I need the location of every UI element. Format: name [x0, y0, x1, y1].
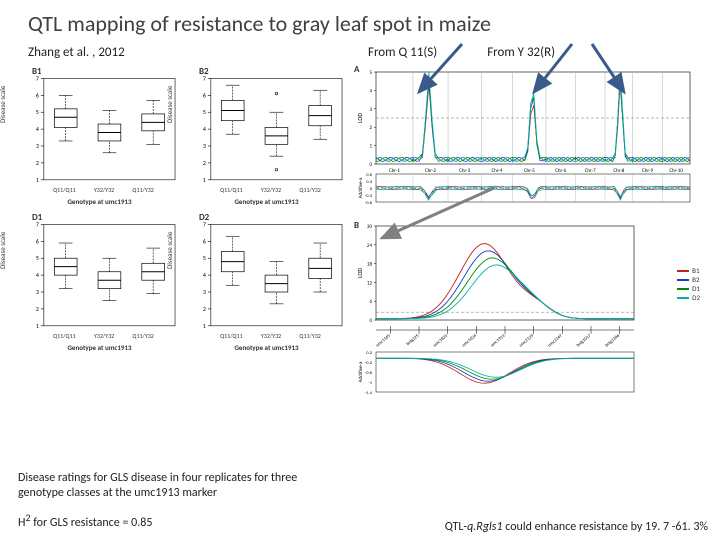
svg-text:-1: -1 [368, 381, 372, 386]
legend-item-B2: B2 [677, 275, 700, 284]
svg-text:3: 3 [36, 142, 39, 150]
svg-text:-0.3: -0.3 [365, 194, 373, 199]
svg-text:5: 5 [203, 108, 206, 116]
boxplot-panel: 1234567B1Disease scaleQ11/Q11Y32/Y32Q11/… [18, 66, 348, 412]
svg-text:0.2: 0.2 [366, 351, 372, 356]
svg-text:-1.4: -1.4 [365, 391, 373, 396]
svg-text:1: 1 [203, 176, 206, 184]
svg-text:2: 2 [369, 125, 372, 131]
svg-text:bnlg1396: bnlg1396 [605, 333, 622, 348]
citation: Zhang et al. , 2012 [28, 45, 308, 60]
svg-text:6: 6 [36, 91, 39, 99]
svg-text:umc2247: umc2247 [547, 333, 564, 348]
svg-text:6: 6 [203, 237, 206, 245]
svg-text:2: 2 [203, 305, 206, 313]
fig-a: 0 1 2 3 4 5 LOD Chr-1 Chr-2 Chr-3 Chr-4 Chr-5 Chr-6 C… [354, 66, 694, 216]
svg-text:Chr-4: Chr-4 [491, 168, 502, 174]
svg-text:0.3: 0.3 [366, 180, 372, 185]
from-y32-label: From Y 32(R) [487, 45, 555, 60]
sub-header-row: Zhang et al. , 2012 From Q 11(S) From Y … [0, 41, 720, 60]
svg-text:4: 4 [203, 125, 206, 133]
svg-text:5: 5 [369, 70, 372, 76]
boxplot-D2: 1234567D2Disease scaleQ11/Q11Y32/Y32Q11/… [185, 212, 348, 354]
svg-text:Chr-1: Chr-1 [389, 168, 400, 174]
page-title: QTL mapping of resistance to gray leaf s… [0, 0, 720, 41]
svg-text:5: 5 [36, 108, 39, 116]
svg-text:umc1024: umc1024 [461, 333, 478, 348]
svg-text:3: 3 [203, 288, 206, 296]
svg-text:umc1913: umc1913 [490, 333, 507, 348]
svg-text:bnlg125: bnlg125 [406, 333, 421, 347]
svg-text:0.6: 0.6 [366, 173, 372, 178]
main-content: 1234567B1Disease scaleQ11/Q11Y32/Y32Q11/… [0, 60, 720, 412]
svg-text:30: 30 [367, 224, 373, 230]
svg-text:1: 1 [369, 144, 372, 150]
svg-text:2: 2 [203, 159, 206, 167]
svg-text:4: 4 [369, 88, 372, 94]
svg-text:bnlg1017: bnlg1017 [576, 333, 593, 348]
legend-item-D2: D2 [677, 293, 700, 302]
svg-text:Chr-6: Chr-6 [555, 168, 566, 174]
svg-text:umc1165: umc1165 [375, 333, 392, 348]
svg-text:umc1823: umc1823 [433, 333, 450, 348]
scan-panel: A 012345LODChr-1Chr-2Chr-3Chr-4Chr-5Chr-… [354, 66, 704, 412]
svg-text:5: 5 [36, 254, 39, 262]
svg-text:2: 2 [36, 305, 39, 313]
svg-text:Additive-a: Additive-a [358, 361, 364, 382]
series-legend: B1B2D1D2 [677, 266, 700, 302]
svg-text:3: 3 [203, 142, 206, 150]
boxplot-caption: Disease ratings for GLS disease in four … [18, 471, 338, 500]
svg-text:12: 12 [367, 280, 373, 286]
svg-text:0: 0 [369, 318, 372, 324]
boxplot-D1: 1234567D1Disease scaleQ11/Q11Y32/Y32Q11/… [18, 212, 181, 354]
svg-text:-0.2: -0.2 [365, 361, 373, 366]
legend-item-D1: D1 [677, 284, 700, 293]
svg-text:LOD: LOD [356, 268, 364, 278]
svg-text:6: 6 [369, 299, 372, 305]
svg-text:18: 18 [367, 262, 373, 268]
boxplot-B2: 1234567B2Disease scaleQ11/Q11Y32/Y32Q11/… [185, 66, 348, 208]
svg-text:6: 6 [203, 91, 206, 99]
fig-b: 0 6 12 18 24 30 LOD umc1165 bnlg125 umc1823 umc102… [354, 222, 694, 412]
legend-item-B1: B1 [677, 266, 700, 275]
svg-text:Chr-5: Chr-5 [524, 168, 535, 174]
conclusion-text: QTL-q.Rgls1 could enhance resistance by … [445, 520, 708, 534]
svg-text:Chr-9: Chr-9 [642, 168, 653, 174]
svg-text:4: 4 [203, 271, 206, 279]
svg-text:24: 24 [367, 243, 373, 249]
svg-text:4: 4 [36, 271, 39, 279]
svg-text:3: 3 [369, 107, 372, 113]
svg-text:1: 1 [36, 176, 39, 184]
svg-text:Chr-7: Chr-7 [585, 168, 596, 174]
svg-text:Chr-10: Chr-10 [669, 168, 683, 174]
svg-text:-0.6: -0.6 [365, 201, 373, 206]
svg-text:LOD: LOD [356, 113, 364, 123]
svg-text:Chr-8: Chr-8 [613, 168, 624, 174]
svg-text:umc2129: umc2129 [519, 333, 536, 348]
svg-text:0: 0 [369, 162, 372, 168]
boxplot-B1: 1234567B1Disease scaleQ11/Q11Y32/Y32Q11/… [18, 66, 181, 208]
svg-text:Chr-2: Chr-2 [425, 168, 436, 174]
svg-text:-0.6: -0.6 [365, 371, 373, 376]
svg-text:4: 4 [36, 125, 39, 133]
svg-text:5: 5 [203, 254, 206, 262]
svg-text:1: 1 [203, 322, 206, 330]
svg-text:6: 6 [36, 237, 39, 245]
svg-text:Chr-3: Chr-3 [459, 168, 470, 174]
svg-text:0: 0 [370, 187, 373, 192]
svg-text:1: 1 [36, 322, 39, 330]
svg-text:2: 2 [36, 159, 39, 167]
heritability-text: H2 for GLS resistance = 0.85 [18, 511, 152, 530]
from-q11-label: From Q 11(S) [368, 45, 437, 60]
svg-text:Additive-a: Additive-a [358, 177, 364, 198]
svg-text:3: 3 [36, 288, 39, 296]
